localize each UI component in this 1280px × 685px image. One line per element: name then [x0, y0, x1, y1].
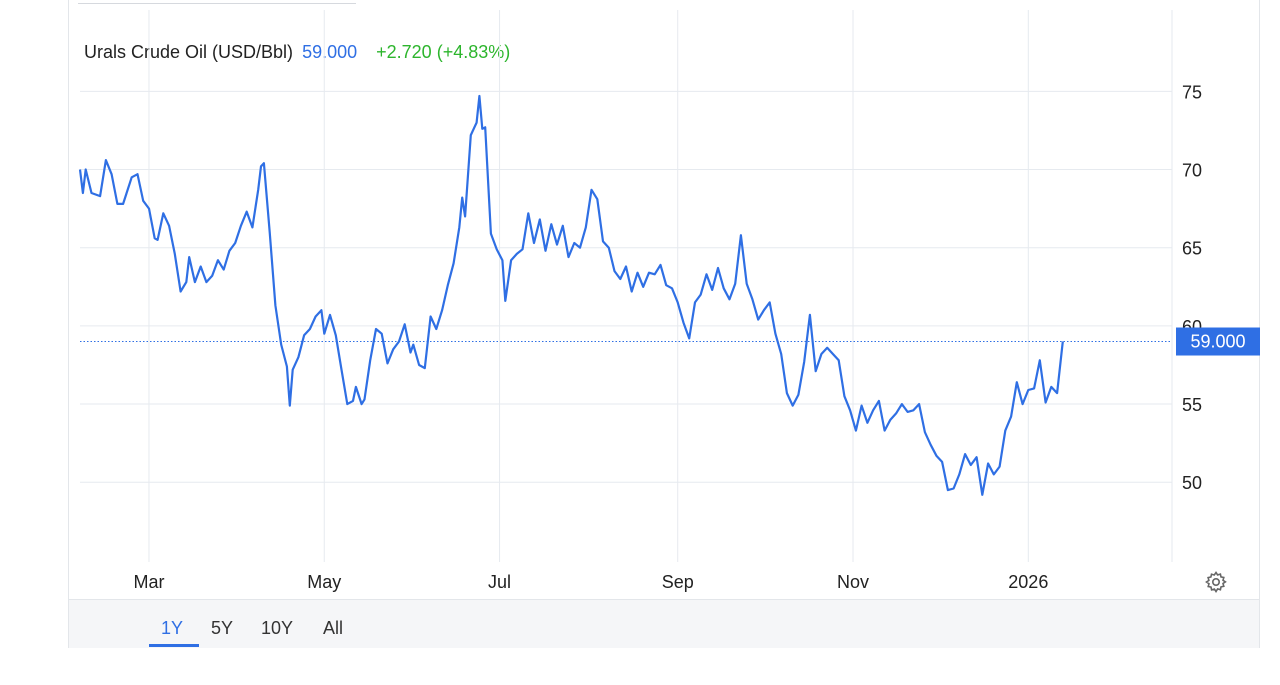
current-value-badge — [1176, 327, 1260, 356]
y-tick-label: 65 — [1182, 239, 1202, 259]
y-tick-label: 75 — [1182, 82, 1202, 102]
range-button-all[interactable]: All — [323, 618, 344, 638]
x-tick-label: May — [307, 572, 341, 592]
range-button-1y[interactable]: 1Y — [161, 618, 184, 638]
top-divider — [78, 3, 356, 4]
series-line — [78, 94, 1064, 496]
range-toolbar: 1Y 5Y 10Y All — [69, 599, 1259, 648]
y-tick-label: 50 — [1182, 473, 1202, 493]
range-button-10y[interactable]: 10Y — [261, 618, 294, 638]
current-value-label: 59.000 — [1190, 332, 1245, 352]
y-tick-label: 55 — [1182, 395, 1202, 415]
chart-header: Urals Crude Oil (USD/Bbl) 59.000 +2.720 … — [84, 42, 510, 63]
active-range-indicator — [149, 644, 199, 647]
y-tick-label: 70 — [1182, 161, 1202, 181]
x-tick-label: 2026 — [1008, 572, 1048, 592]
range-button-5y[interactable]: 5Y — [211, 618, 234, 638]
x-tick-label: Mar — [133, 572, 164, 592]
instrument-title: Urals Crude Oil (USD/Bbl) — [84, 42, 294, 62]
gear-icon[interactable] — [1204, 570, 1228, 594]
price-change: +2.720 (+4.83%) — [376, 42, 511, 62]
x-tick-label: Jul — [488, 572, 511, 592]
last-price: 59.000 — [302, 42, 358, 62]
x-tick-label: Nov — [837, 572, 869, 592]
x-tick-label: Sep — [662, 572, 694, 592]
